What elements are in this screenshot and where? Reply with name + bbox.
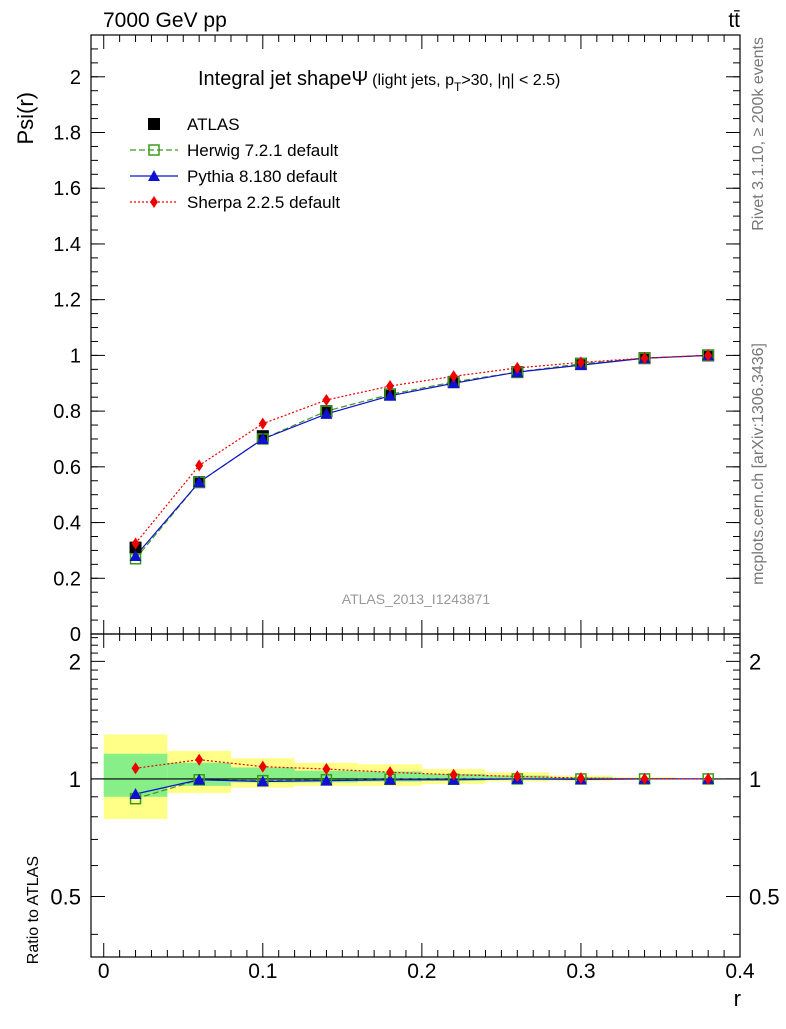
y-tick-label: 0.6 — [53, 457, 81, 479]
main-series-point-3 — [576, 356, 585, 369]
ratio-series-point-2 — [449, 768, 458, 781]
ratio-series-point-1 — [129, 787, 142, 799]
main-ylabel: Psi(r) — [13, 92, 38, 145]
xlabel: r — [734, 986, 741, 1011]
main-series-point-2 — [193, 476, 206, 488]
x-tick-label: 0 — [98, 960, 110, 983]
x-tick-label: 0.3 — [566, 960, 595, 983]
ratio-series-point-1 — [320, 774, 333, 786]
ratio-ylabel: Ratio to ATLAS — [25, 856, 42, 964]
ratio-series-point-1 — [256, 775, 269, 787]
process-label: tt̄ — [728, 9, 740, 32]
ratio-y-tick-label-right: 0.5 — [749, 885, 780, 910]
main-series-point-2 — [384, 389, 397, 401]
main-series-line-2 — [135, 354, 709, 557]
ratio-series-line-2 — [135, 759, 709, 780]
main-series-point-3 — [704, 349, 713, 362]
ratio-y-tick-label-right: 2 — [749, 649, 761, 674]
rivet-label: Rivet 3.1.10, ≥ 200k events — [750, 37, 767, 231]
legend-marker — [148, 118, 160, 130]
legend-marker — [148, 144, 160, 156]
ratio-series-point-2 — [322, 763, 331, 776]
legend: ATLAS Herwig 7.2.1 default Pythia 8.180 de… — [130, 115, 340, 212]
main-series-point-2 — [256, 432, 269, 444]
main-series-point-3 — [131, 537, 140, 550]
main-series-point-3 — [322, 393, 331, 406]
ratio-series-point-2 — [386, 766, 395, 779]
legend-marker — [150, 196, 158, 208]
ratio-y-tick-label-right: 1 — [749, 767, 761, 792]
ratio-series-point-2 — [195, 753, 204, 766]
ratio-series-point-2 — [131, 762, 140, 775]
x-tick-label: 0.4 — [725, 960, 755, 983]
main-series-point-3 — [640, 352, 649, 365]
energy-label: 7000 GeV pp — [103, 9, 227, 32]
main-axes: 0 0.2 0.4 0.6 0.8 1 1.2 1.4 1.6 1.8 2 — [53, 34, 741, 646]
main-series-point-2 — [320, 407, 333, 419]
y-tick-label: 0.8 — [53, 401, 81, 423]
legend-label: Sherpa 2.2.5 default — [187, 193, 340, 212]
ratio-y-tick-label-left: 2 — [69, 649, 81, 674]
main-series-point-3 — [195, 459, 204, 472]
x-tick-label: 0.2 — [407, 960, 436, 983]
ratio-series-line-1 — [135, 778, 709, 795]
legend-label: Pythia 8.180 default — [187, 167, 338, 186]
ratio-series-point-2 — [258, 760, 267, 773]
ratio-series-point-2 — [576, 772, 585, 785]
y-tick-label: 0.4 — [53, 513, 81, 535]
ratio-y-tick-label-left: 0.5 — [50, 885, 81, 910]
y-tick-label: 1.8 — [53, 123, 81, 145]
legend-label: ATLAS — [187, 115, 240, 134]
ratio-series-point-1 — [384, 773, 397, 785]
y-tick-label: 0.2 — [53, 568, 81, 590]
main-series-layer — [129, 349, 715, 565]
main-series-point-3 — [386, 380, 395, 393]
y-tick-label: 1.2 — [53, 290, 81, 312]
main-series-point-2 — [129, 549, 142, 561]
x-tick-label: 0.1 — [248, 960, 277, 983]
ratio-series-layer — [129, 753, 715, 805]
y-tick-label: 2 — [70, 67, 81, 89]
main-series-line-1 — [135, 354, 709, 560]
main-series-point-3 — [258, 417, 267, 430]
ratio-series-point-2 — [640, 772, 649, 785]
y-tick-label: 1.6 — [53, 178, 81, 200]
ratio-y-tick-label-left: 1 — [69, 767, 81, 792]
ratio-frame — [90, 633, 741, 958]
main-series-point-3 — [449, 370, 458, 383]
chart-title: Integral jet shapeΨ (light jets, pT>30, |… — [198, 68, 560, 94]
main-series-line-3 — [135, 354, 709, 544]
mcplots-label: mcplots.cern.ch [arXiv:1306.3436] — [750, 343, 767, 585]
y-tick-label: 1 — [70, 345, 81, 367]
main-series-point-2 — [447, 377, 460, 389]
y-tick-label: 1.4 — [53, 234, 81, 256]
y-tick-label: 0 — [70, 624, 81, 646]
ratio-series-point-2 — [704, 772, 713, 785]
analysis-watermark: ATLAS_2013_I1243871 — [342, 591, 491, 607]
ratio-series-point-1 — [193, 773, 206, 785]
legend-label: Herwig 7.2.1 default — [187, 141, 338, 160]
legend-marker — [148, 170, 160, 181]
ratio-axes: 0.5 0.5 1 1 2 2 0 0.1 0.2 0.3 0.4 — [50, 633, 780, 983]
main-series-point-3 — [513, 361, 522, 374]
ratio-series-point-2 — [513, 770, 522, 783]
